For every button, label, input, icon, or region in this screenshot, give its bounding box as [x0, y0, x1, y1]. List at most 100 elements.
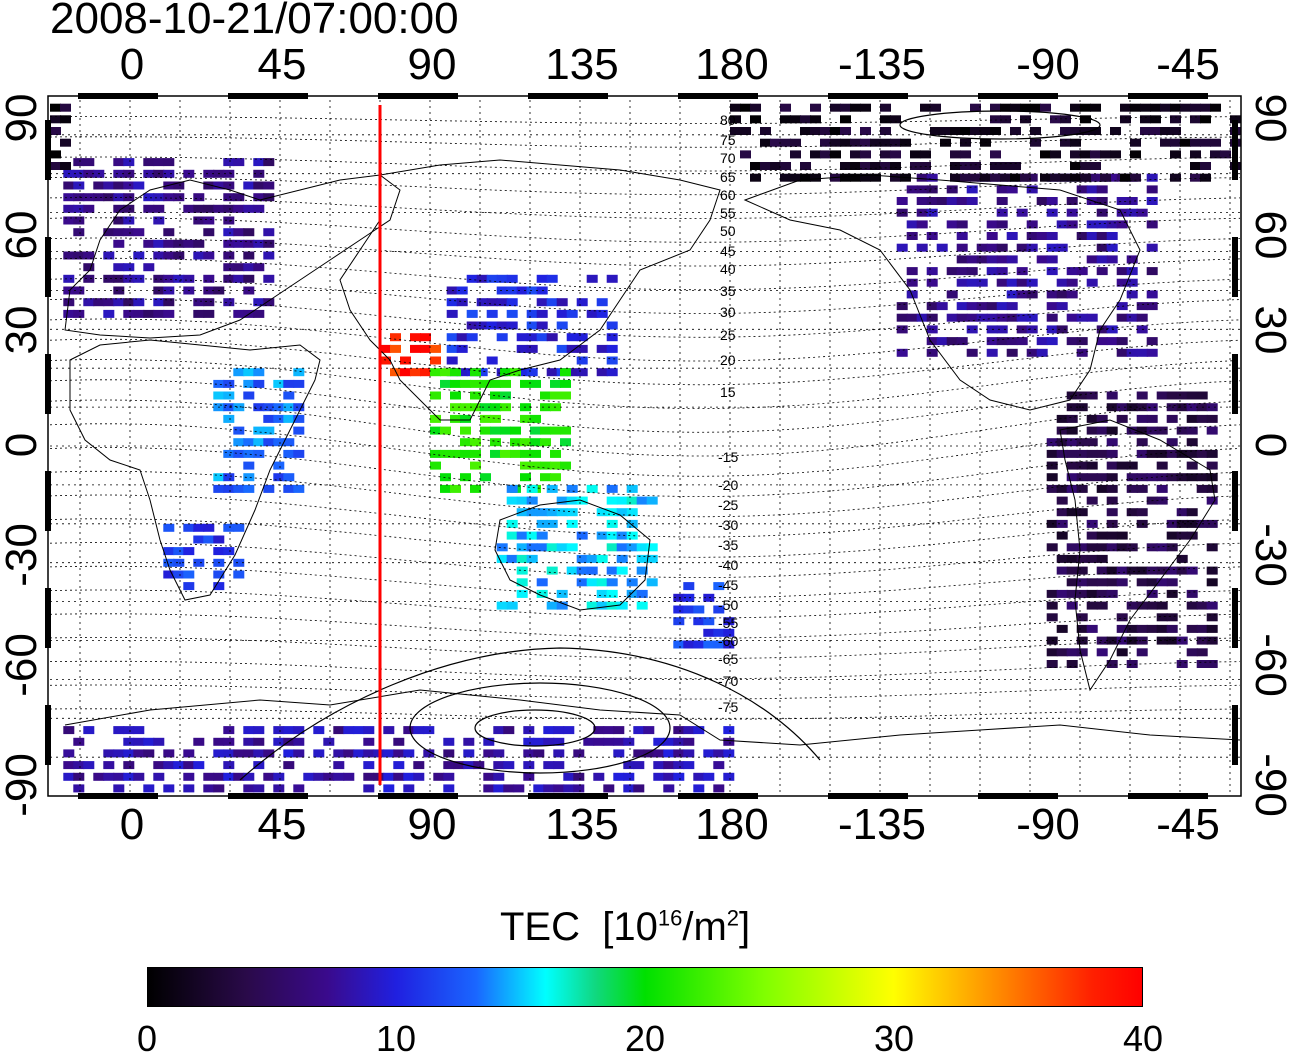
tec-cell-north-america: [1026, 348, 1038, 357]
tec-cell-east-africa: [243, 379, 255, 388]
tec-cell-arctic: [1020, 103, 1031, 112]
tec-cell-southeast-asia: [460, 438, 471, 447]
tec-cell-south-america: [1116, 543, 1128, 552]
tec-cell-arctic: [1170, 138, 1181, 147]
tec-cell-europe: [163, 239, 175, 248]
tec-cell-europe: [133, 298, 145, 307]
tec-cell-antarctica: [173, 761, 185, 770]
tec-cell-north-america: [996, 243, 1008, 252]
tec-cell-south-america: [1146, 566, 1158, 575]
tec-cell-australia: [626, 484, 638, 493]
tec-cell-arctic: [1160, 127, 1171, 135]
tec-cell-australia: [606, 531, 618, 540]
tec-cell-east-asia: [566, 344, 578, 353]
tec-cell-arctic: [900, 138, 911, 147]
tec-cell-europe: [123, 263, 135, 272]
tec-cell-east-africa: [253, 368, 265, 377]
tec-cell-europe: [263, 251, 275, 260]
tec-cell-europe: [173, 181, 185, 190]
tec-cell-arctic: [980, 127, 991, 135]
tec-cell-north-america: [946, 220, 958, 229]
tec-cell-antarctica: [103, 772, 115, 781]
tec-cell-europe: [63, 274, 75, 283]
top-lon-label: 0: [119, 40, 145, 89]
tec-cell-north-america: [1146, 267, 1158, 276]
tec-cell-north-america: [1086, 278, 1098, 287]
tec-cell-australia: [516, 566, 528, 575]
tec-cell-north-america: [906, 278, 918, 287]
tec-cell-india-hotspot: [410, 368, 421, 377]
tec-cell-europe: [113, 216, 125, 225]
tec-cell-arctic: [1230, 115, 1241, 124]
tec-cell-south-america: [1176, 426, 1188, 435]
tec-cell-arctic: [990, 150, 1001, 159]
tec-cell-south-america: [1186, 403, 1198, 412]
tec-cell-southeast-asia: [460, 414, 471, 423]
tec-cell-east-africa: [283, 484, 295, 493]
tec-cell-antarctica: [243, 749, 255, 758]
tec-cell-south-america: [1066, 566, 1078, 575]
tec-cell-southeast-asia: [440, 473, 451, 482]
tec-cell-europe: [103, 309, 115, 318]
tec-cell-antarctica: [143, 784, 155, 793]
tec-cell-east-asia: [486, 274, 498, 283]
tec-cell-south-america: [1146, 449, 1158, 458]
tec-cell-southeast-asia: [440, 484, 451, 493]
tec-cell-east-asia: [586, 309, 598, 318]
tec-cell-east-africa: [293, 414, 305, 423]
tec-cell-india-hotspot: [410, 333, 421, 342]
tec-cell-south-america: [1176, 554, 1188, 563]
colorbar-unit-exponent2: 2: [726, 905, 740, 931]
tec-cell-australia: [636, 496, 648, 505]
tec-cell-north-america: [1126, 278, 1138, 287]
tec-cell-europe: [83, 169, 95, 178]
tec-cell-north-america: [1146, 348, 1158, 357]
tec-cell-east-asia: [516, 286, 528, 295]
tec-cell-antarctica: [563, 726, 575, 735]
geomagnetic-contour: [49, 518, 1241, 558]
tec-cell-north-america: [1056, 278, 1068, 287]
tec-cell-south-america: [1176, 403, 1188, 412]
tec-cell-arctic: [1200, 103, 1211, 112]
tec-cell-antarctica: [623, 737, 635, 746]
tec-cell-north-america: [1146, 337, 1158, 346]
frame-tick-segment: [45, 237, 51, 297]
tec-cell-arctic: [1040, 150, 1051, 159]
tec-cell-north-america: [1046, 197, 1058, 205]
tec-cell-south-america: [1136, 484, 1148, 493]
frame-tick-segment: [528, 793, 608, 799]
geomagnetic-contour: [49, 684, 1241, 700]
tec-cell-north-america: [906, 267, 918, 276]
tec-cell-east-asia: [606, 344, 618, 353]
tec-cell-australia: [616, 554, 628, 563]
tec-cell-europe: [243, 274, 255, 283]
tec-cell-antarctica: [63, 726, 75, 735]
tec-cell-europe: [263, 158, 275, 167]
tec-cell-east-asia: [446, 356, 458, 365]
tec-cell-north-america: [986, 313, 998, 322]
tec-cell-europe: [183, 239, 195, 248]
tec-cell-antarctica: [363, 726, 375, 735]
tec-cell-australia: [606, 484, 618, 493]
tec-cell-antarctica: [683, 726, 695, 735]
tec-cell-antarctica: [443, 761, 455, 770]
tec-cell-arctic: [1080, 127, 1091, 135]
tec-cell-east-asia: [596, 344, 608, 353]
tec-cell-southeast-asia: [480, 473, 491, 482]
tec-cell-antarctica: [523, 761, 535, 770]
tec-cell-antarctica: [83, 761, 95, 770]
tec-cell-north-america: [1016, 243, 1028, 252]
tec-cell-southeast-asia: [560, 438, 571, 447]
tec-cell-europe: [123, 204, 135, 213]
tec-cell-australia: [526, 531, 538, 540]
tec-cell-south-america: [1116, 566, 1128, 575]
tec-cell-east-africa: [273, 473, 285, 482]
tec-cell-arctic: [800, 173, 811, 182]
geomagnetic-contour: [49, 217, 1241, 243]
tec-cell-europe: [113, 298, 125, 307]
tec-cell-europe: [253, 309, 265, 318]
tec-cell-australia: [596, 508, 608, 517]
bottom-lon-label: 135: [545, 800, 619, 849]
tec-cell-south-america: [1056, 531, 1068, 540]
tec-cell-south-america: [1196, 660, 1208, 668]
